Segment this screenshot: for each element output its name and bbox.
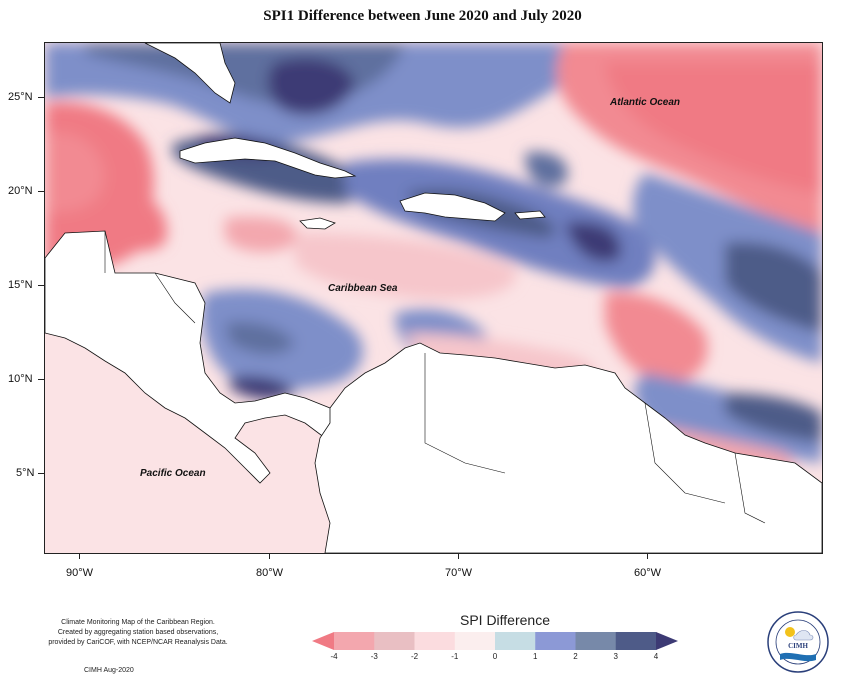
legend-swatch [575, 632, 617, 650]
footer-line: provided by CariCOF, with NCEP/NCAR Rean… [48, 639, 228, 646]
legend-swatch [312, 632, 334, 650]
legend-tick-label: -3 [370, 652, 378, 661]
legend-title: SPI Difference [459, 612, 550, 628]
lon-label-90w: 90°W [66, 567, 94, 579]
cloud-icon [793, 630, 814, 641]
footer-date: CIMH Aug-2020 [84, 667, 134, 674]
spi-difference-map: Atlantic Ocean Caribbean Sea Pacific Oce… [45, 43, 822, 553]
legend-tick-label: 3 [613, 652, 618, 661]
legend-tick-label: 0 [492, 652, 498, 661]
land-mask [45, 43, 822, 553]
lat-label-20n: 20°N [8, 185, 33, 197]
cimh-logo: CIMH [767, 611, 829, 673]
legend-tick-label: -4 [330, 652, 338, 661]
legend-swatch [615, 632, 657, 650]
lat-label-5n: 5°N [16, 467, 35, 479]
lon-label-70w: 70°W [445, 567, 473, 579]
legend-tick-label: -1 [451, 652, 459, 661]
pacific-ocean-label: Pacific Ocean [140, 468, 206, 479]
legend-swatch [334, 632, 375, 650]
caribbean-sea-label: Caribbean Sea [328, 283, 398, 294]
legend-tick-label: 4 [653, 652, 659, 661]
lon-label-60w: 60°W [634, 567, 662, 579]
legend-tick-label: -2 [410, 652, 419, 661]
legend-tick-label: 1 [533, 652, 538, 661]
legend-swatch [535, 632, 576, 650]
legend-swatch [374, 632, 415, 650]
lat-label-10n: 10°N [8, 373, 33, 385]
wave-icon [780, 652, 816, 662]
map-title: SPI1 Difference between June 2020 and Ju… [263, 8, 582, 24]
footer-line: Created by aggregating station based obs… [57, 629, 219, 636]
legend-swatch [414, 632, 456, 650]
legend-tick-label: 2 [573, 652, 578, 661]
legend-swatch [454, 632, 496, 650]
legend-swatch [656, 632, 678, 650]
logo-text: CIMH [788, 642, 808, 650]
lon-label-80w: 80°W [256, 567, 284, 579]
map-panel: Atlantic Ocean Caribbean Sea Pacific Oce… [44, 42, 823, 554]
footer-line: Climate Monitoring Map of the Caribbean … [61, 619, 215, 626]
legend-swatch [495, 632, 536, 650]
sun-icon [785, 627, 795, 637]
legend-colorbar [312, 632, 678, 650]
country-borders [104, 231, 766, 524]
footer-note: Climate Monitoring Map of the Caribbean … [8, 618, 268, 648]
lat-label-25n: 25°N [8, 91, 33, 103]
atlantic-ocean-label: Atlantic Ocean [609, 97, 680, 108]
lat-label-15n: 15°N [8, 279, 33, 291]
